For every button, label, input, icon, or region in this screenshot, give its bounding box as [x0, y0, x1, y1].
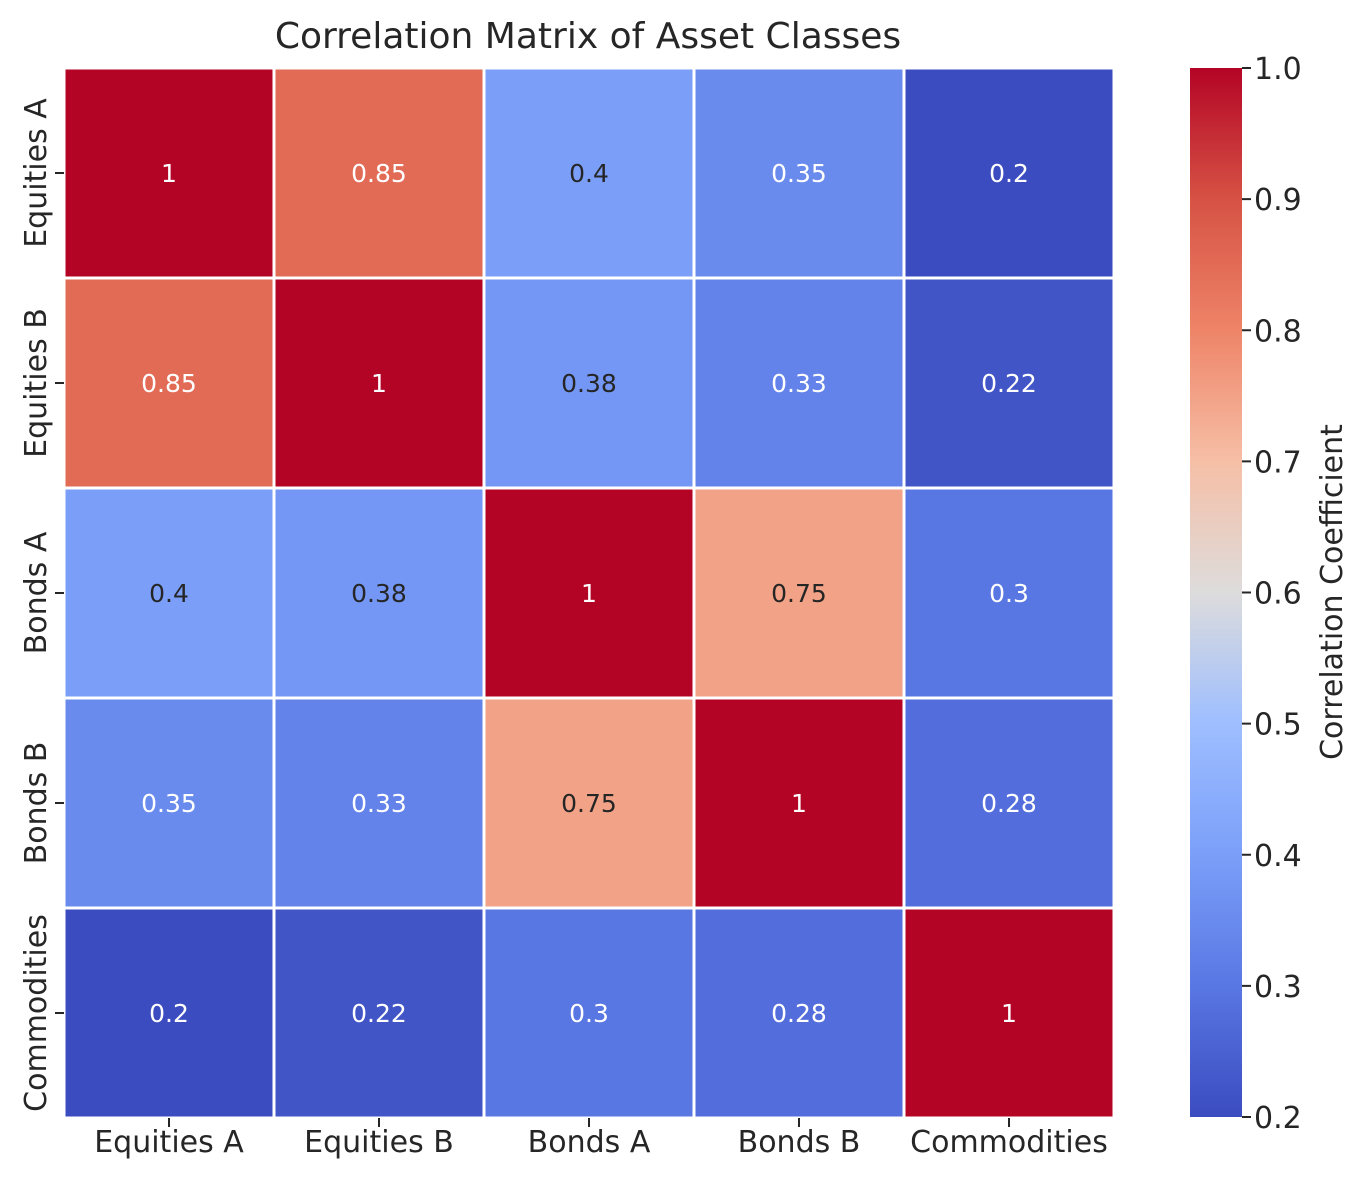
cell-value-label: 0.33 — [771, 369, 827, 398]
heatmap-cell — [692, 486, 906, 700]
y-tick-label: Bonds A — [19, 531, 54, 654]
x-tick-label: Equities A — [94, 1125, 244, 1160]
x-tick-label: Commodities — [910, 1125, 1108, 1160]
cell-value-label: 0.35 — [771, 159, 827, 188]
heatmap-cell — [902, 696, 1116, 910]
heatmap-cell — [482, 696, 696, 910]
colorbar-tick-label: 1.0 — [1254, 52, 1302, 87]
cell-value-label: 0.4 — [569, 159, 609, 188]
cell-value-label: 1 — [371, 369, 387, 398]
colorbar-gradient — [1190, 68, 1242, 1117]
cell-value-label: 0.2 — [989, 159, 1029, 188]
cell-value-label: 0.85 — [141, 369, 197, 398]
cell-value-label: 0.75 — [561, 789, 617, 818]
heatmap-cell — [62, 906, 276, 1120]
heatmap-cell — [272, 66, 486, 280]
cell-value-label: 0.75 — [771, 579, 827, 608]
cell-value-label: 0.28 — [981, 789, 1037, 818]
x-tick-label: Bonds B — [738, 1125, 861, 1160]
heatmap-cell — [902, 276, 1116, 490]
cell-value-label: 1 — [161, 159, 177, 188]
cell-value-label: 0.38 — [561, 369, 617, 398]
cell-annotations: 1 0.85 0.4 0.35 0.2 0.85 1 0.38 0.33 0.22 0.4 0.38 1… — [141, 159, 1037, 1028]
heatmap-cell — [62, 276, 276, 490]
cell-value-label: 0.22 — [351, 999, 407, 1028]
colorbar-tick-label: 0.9 — [1254, 183, 1302, 218]
colorbar-tick-label: 0.7 — [1254, 445, 1302, 480]
cell-value-label: 0.85 — [351, 159, 407, 188]
heatmap-cell — [272, 906, 486, 1120]
colorbar-label: Correlation Coefficient — [1315, 424, 1350, 760]
colorbar-tick-label: 0.2 — [1254, 1101, 1302, 1136]
heatmap-cell — [482, 906, 696, 1120]
cell-value-label: 1 — [791, 789, 807, 818]
heatmap-cell — [482, 276, 696, 490]
heatmap-cell — [482, 66, 696, 280]
heatmap-cell — [272, 696, 486, 910]
heatmap-cell — [272, 486, 486, 700]
y-tick-label: Bonds B — [19, 742, 54, 865]
x-tick-label: Bonds A — [528, 1125, 651, 1160]
cell-value-label: 1 — [1001, 999, 1017, 1028]
heatmap-cell — [692, 696, 906, 910]
cell-value-label: 0.33 — [351, 789, 407, 818]
colorbar-tick-label: 0.3 — [1254, 970, 1302, 1005]
heatmap-cells — [62, 66, 1116, 1120]
y-tick-label: Commodities — [19, 914, 54, 1112]
cell-value-label: 1 — [581, 579, 597, 608]
colorbar-tick-label: 0.8 — [1254, 314, 1302, 349]
colorbar-tick-label: 0.6 — [1254, 577, 1302, 612]
colorbar-tick-label: 0.5 — [1254, 708, 1302, 743]
cell-value-label: 0.35 — [141, 789, 197, 818]
colorbar-tick-label: 0.4 — [1254, 839, 1302, 874]
heatmap-cell — [902, 486, 1116, 700]
x-axis: Equities A Equities B Bonds A Bonds B Commod… — [94, 1118, 1108, 1160]
cell-value-label: 0.3 — [989, 579, 1029, 608]
heatmap-cell — [902, 906, 1116, 1120]
heatmap-cell — [62, 66, 276, 280]
y-tick-label: Equities A — [19, 98, 54, 248]
cell-value-label: 0.4 — [149, 579, 189, 608]
x-tick-label: Equities B — [304, 1125, 454, 1160]
y-tick-label: Equities B — [19, 308, 54, 458]
cell-value-label: 0.3 — [569, 999, 609, 1028]
heatmap-cell — [692, 66, 906, 280]
colorbar: Correlation Coefficient 0.2 0.3 0.4 0.5 0.6 0… — [1190, 52, 1350, 1136]
cell-value-label: 0.22 — [981, 369, 1037, 398]
cell-value-label: 0.28 — [771, 999, 827, 1028]
cell-value-label: 0.38 — [351, 579, 407, 608]
chart-title: Correlation Matrix of Asset Classes — [275, 16, 901, 57]
y-axis: Equities A Equities B Bonds A Bonds B Commod… — [19, 98, 64, 1112]
cell-value-label: 0.2 — [149, 999, 189, 1028]
